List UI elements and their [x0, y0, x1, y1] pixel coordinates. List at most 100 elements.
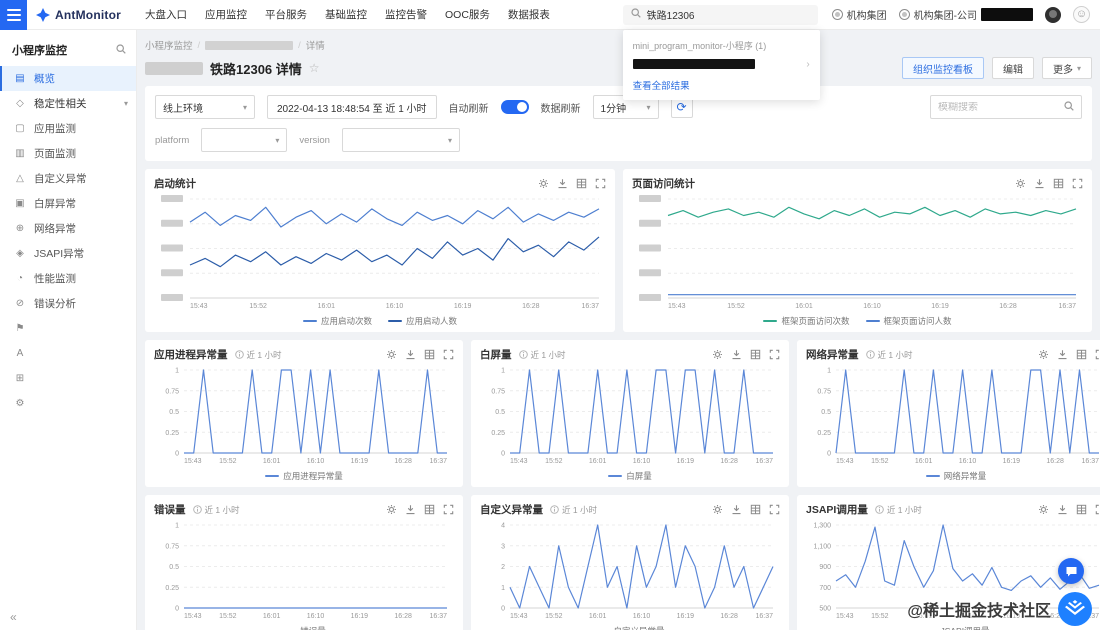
chat-help-button[interactable] — [1058, 558, 1084, 584]
sidebar-item-stability-section[interactable]: ◇ 稳定性相关 ▾ — [0, 91, 136, 116]
fullscreen-icon[interactable] — [443, 504, 454, 515]
legend-item[interactable]: 应用启动次数 — [302, 315, 372, 327]
sidebar-item-app-monitor[interactable]: ▢ 应用监测 ▾ — [0, 116, 136, 141]
chart-title: 错误量 — [154, 504, 186, 516]
nav-item[interactable]: 平台服务 — [264, 9, 307, 21]
edit-button[interactable]: 编辑 — [991, 57, 1034, 79]
sidebar-tool-flag-icon[interactable]: ⚑ ▾ — [0, 316, 136, 341]
sidebar-collapse-button[interactable]: « — [10, 610, 17, 624]
gear-icon[interactable] — [538, 178, 549, 189]
favorite-star-icon[interactable]: ☆ — [308, 61, 320, 75]
nav-item[interactable]: 应用监控 — [204, 9, 247, 21]
auto-refresh-toggle[interactable] — [500, 100, 529, 114]
svg-text:1,100: 1,100 — [813, 543, 831, 550]
table-icon[interactable] — [1076, 349, 1087, 360]
sidebar-tool-language-icon[interactable]: A ▾ — [0, 341, 136, 366]
sidebar-tool-plugin-icon[interactable]: ⊞ ▾ — [0, 366, 136, 391]
gear-icon[interactable] — [712, 349, 723, 360]
menu-toggle-button[interactable] — [0, 0, 27, 30]
table-icon[interactable] — [750, 504, 761, 515]
nav-item[interactable]: OOC服务 — [444, 9, 490, 21]
fullscreen-icon[interactable] — [769, 349, 780, 360]
date-range-picker[interactable]: 2022-04-13 18:48:54 至 近 1 小时 — [267, 95, 437, 119]
platform-select[interactable]: ▾ — [201, 128, 288, 152]
legend-item[interactable]: 框架页面访问次数 — [763, 315, 850, 327]
download-icon[interactable] — [1057, 504, 1068, 515]
chart-range-text: 近 1 小时 — [530, 349, 566, 360]
download-icon[interactable] — [1057, 349, 1068, 360]
sidebar-item-label: 应用监测 — [34, 123, 76, 135]
sidebar-item-blank-screen[interactable]: ▣ 白屏异常 ▾ — [0, 191, 136, 216]
download-icon[interactable] — [731, 349, 742, 360]
sidebar-item-custom-exception[interactable]: △ 自定义异常 ▾ — [0, 166, 136, 191]
fullscreen-icon[interactable] — [443, 349, 454, 360]
table-icon[interactable] — [424, 504, 435, 515]
table-icon[interactable] — [1076, 504, 1087, 515]
search-box[interactable] — [622, 4, 818, 25]
fuzzy-search-box[interactable] — [930, 95, 1082, 119]
legend-item[interactable]: 自定义异常量 — [595, 625, 664, 630]
gear-icon[interactable] — [1038, 349, 1049, 360]
table-icon[interactable] — [424, 349, 435, 360]
sidebar-item-perf-monitor[interactable]: ◔ 性能监测 ▾ — [0, 266, 136, 291]
fuzzy-search-input[interactable] — [938, 101, 1058, 113]
sidebar-search-icon[interactable] — [116, 43, 126, 57]
avatar[interactable] — [1045, 6, 1061, 23]
download-icon[interactable] — [557, 178, 568, 189]
org-secondary[interactable]: 机构集团-公司 — [898, 7, 1033, 22]
nav-item[interactable]: 基础监控 — [324, 9, 367, 21]
gear-icon[interactable] — [1038, 504, 1049, 515]
legend-item[interactable]: 应用启动人数 — [388, 315, 457, 327]
sidebar-item-label: 错误分析 — [34, 298, 76, 310]
view-all-results-link[interactable]: 查看全部结果 — [632, 80, 690, 92]
fullscreen-icon[interactable] — [595, 178, 606, 189]
legend-item[interactable]: 错误量 — [282, 625, 326, 630]
table-icon[interactable] — [750, 349, 761, 360]
svg-text:1: 1 — [501, 368, 505, 375]
legend-item[interactable]: 白屏量 — [608, 470, 652, 482]
search-result-item[interactable]: › — [632, 59, 810, 70]
gear-icon[interactable] — [386, 504, 397, 515]
legend-item[interactable]: JSAPI调用量 — [922, 625, 989, 630]
svg-text:0.75: 0.75 — [491, 388, 505, 395]
environment-select[interactable]: 线上环境 ▾ — [155, 95, 255, 119]
fullscreen-icon[interactable] — [1095, 504, 1100, 515]
org-board-button[interactable]: 组织监控看板 — [901, 57, 984, 79]
sidebar-item-jsapi-exception[interactable]: ◈ JSAPI异常 ▾ — [0, 241, 136, 266]
line-chart: 0 0.25 0.5 0.75 1 15:43 15:52 16:01 16:10 16:19 16… — [491, 368, 773, 465]
version-select[interactable]: ▾ — [341, 128, 460, 152]
sidebar-tool-settings-icon[interactable]: ⚙ ▾ — [0, 391, 136, 416]
download-icon[interactable] — [405, 349, 416, 360]
sidebar-item-icon: ◔ — [16, 273, 24, 284]
legend-item[interactable]: 网络异常量 — [925, 470, 986, 482]
nav-item[interactable]: 监控告警 — [384, 9, 427, 21]
download-icon[interactable] — [1034, 178, 1045, 189]
gear-icon[interactable] — [386, 349, 397, 360]
fullscreen-icon[interactable] — [1072, 178, 1083, 189]
fullscreen-icon[interactable] — [769, 504, 780, 515]
table-icon[interactable] — [1053, 178, 1064, 189]
sidebar-item-page-monitor[interactable]: ▥ 页面监测 ▾ — [0, 141, 136, 166]
sidebar-item-overview[interactable]: ▤ 概览 ▾ — [0, 66, 136, 91]
fullscreen-icon[interactable] — [1095, 349, 1100, 360]
org-primary[interactable]: 机构集团 — [831, 7, 887, 22]
gear-icon[interactable] — [1015, 178, 1026, 189]
svg-text:16:10: 16:10 — [863, 303, 881, 310]
more-button[interactable]: 更多 ▾ — [1041, 57, 1092, 79]
chart-title: 启动统计 — [154, 178, 196, 190]
legend-item[interactable]: 应用进程异常量 — [265, 470, 343, 482]
help-smiley-icon[interactable]: ☺ — [1073, 6, 1090, 23]
sidebar-item-error-analysis[interactable]: ⊘ 错误分析 ▾ — [0, 291, 136, 316]
download-icon[interactable] — [731, 504, 742, 515]
search-input[interactable] — [646, 9, 810, 20]
table-icon[interactable] — [576, 178, 587, 189]
app-logo[interactable]: AntMonitor — [36, 7, 121, 22]
chart-range-text: 近 1 小时 — [886, 504, 922, 515]
nav-item[interactable]: 数据报表 — [507, 9, 550, 21]
sidebar-item-network-exception[interactable]: ⊕ 网络异常 ▾ — [0, 216, 136, 241]
download-icon[interactable] — [405, 504, 416, 515]
legend-item[interactable]: 框架页面访问人数 — [865, 315, 952, 327]
gear-icon[interactable] — [712, 504, 723, 515]
breadcrumb-root[interactable]: 小程序监控 — [145, 41, 193, 52]
nav-item[interactable]: 大盘入口 — [144, 9, 187, 21]
